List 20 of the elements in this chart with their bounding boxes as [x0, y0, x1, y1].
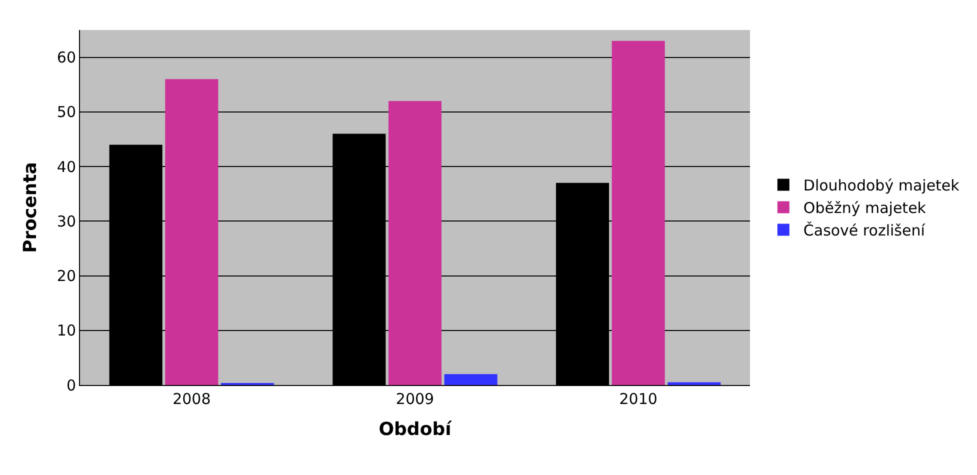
y-tick-label: 50	[56, 103, 76, 122]
y-tick-label: 30	[56, 212, 76, 230]
legend-label: Dlouhodobý majetek	[803, 176, 960, 195]
x-tick-label: 2010	[619, 390, 658, 408]
y-tick-label: 40	[56, 158, 76, 176]
x-tick-label: 2009	[396, 390, 434, 408]
bar	[388, 101, 442, 385]
y-axis-title: Procenta	[20, 162, 42, 253]
legend-label: Oběžný majetek	[803, 199, 926, 218]
y-tick-label: 10	[56, 322, 76, 340]
y-tick-label: 0	[66, 376, 76, 394]
bar	[612, 40, 665, 385]
bar	[444, 374, 498, 385]
bar	[165, 79, 218, 385]
y-tick-label: 20	[56, 267, 76, 286]
x-tick-label: 2008	[172, 390, 211, 408]
legend-label: Časové rozlišení	[803, 222, 926, 240]
x-axis-title: Období	[378, 419, 452, 440]
bar	[668, 382, 721, 385]
y-tick-label: 60	[56, 48, 76, 67]
